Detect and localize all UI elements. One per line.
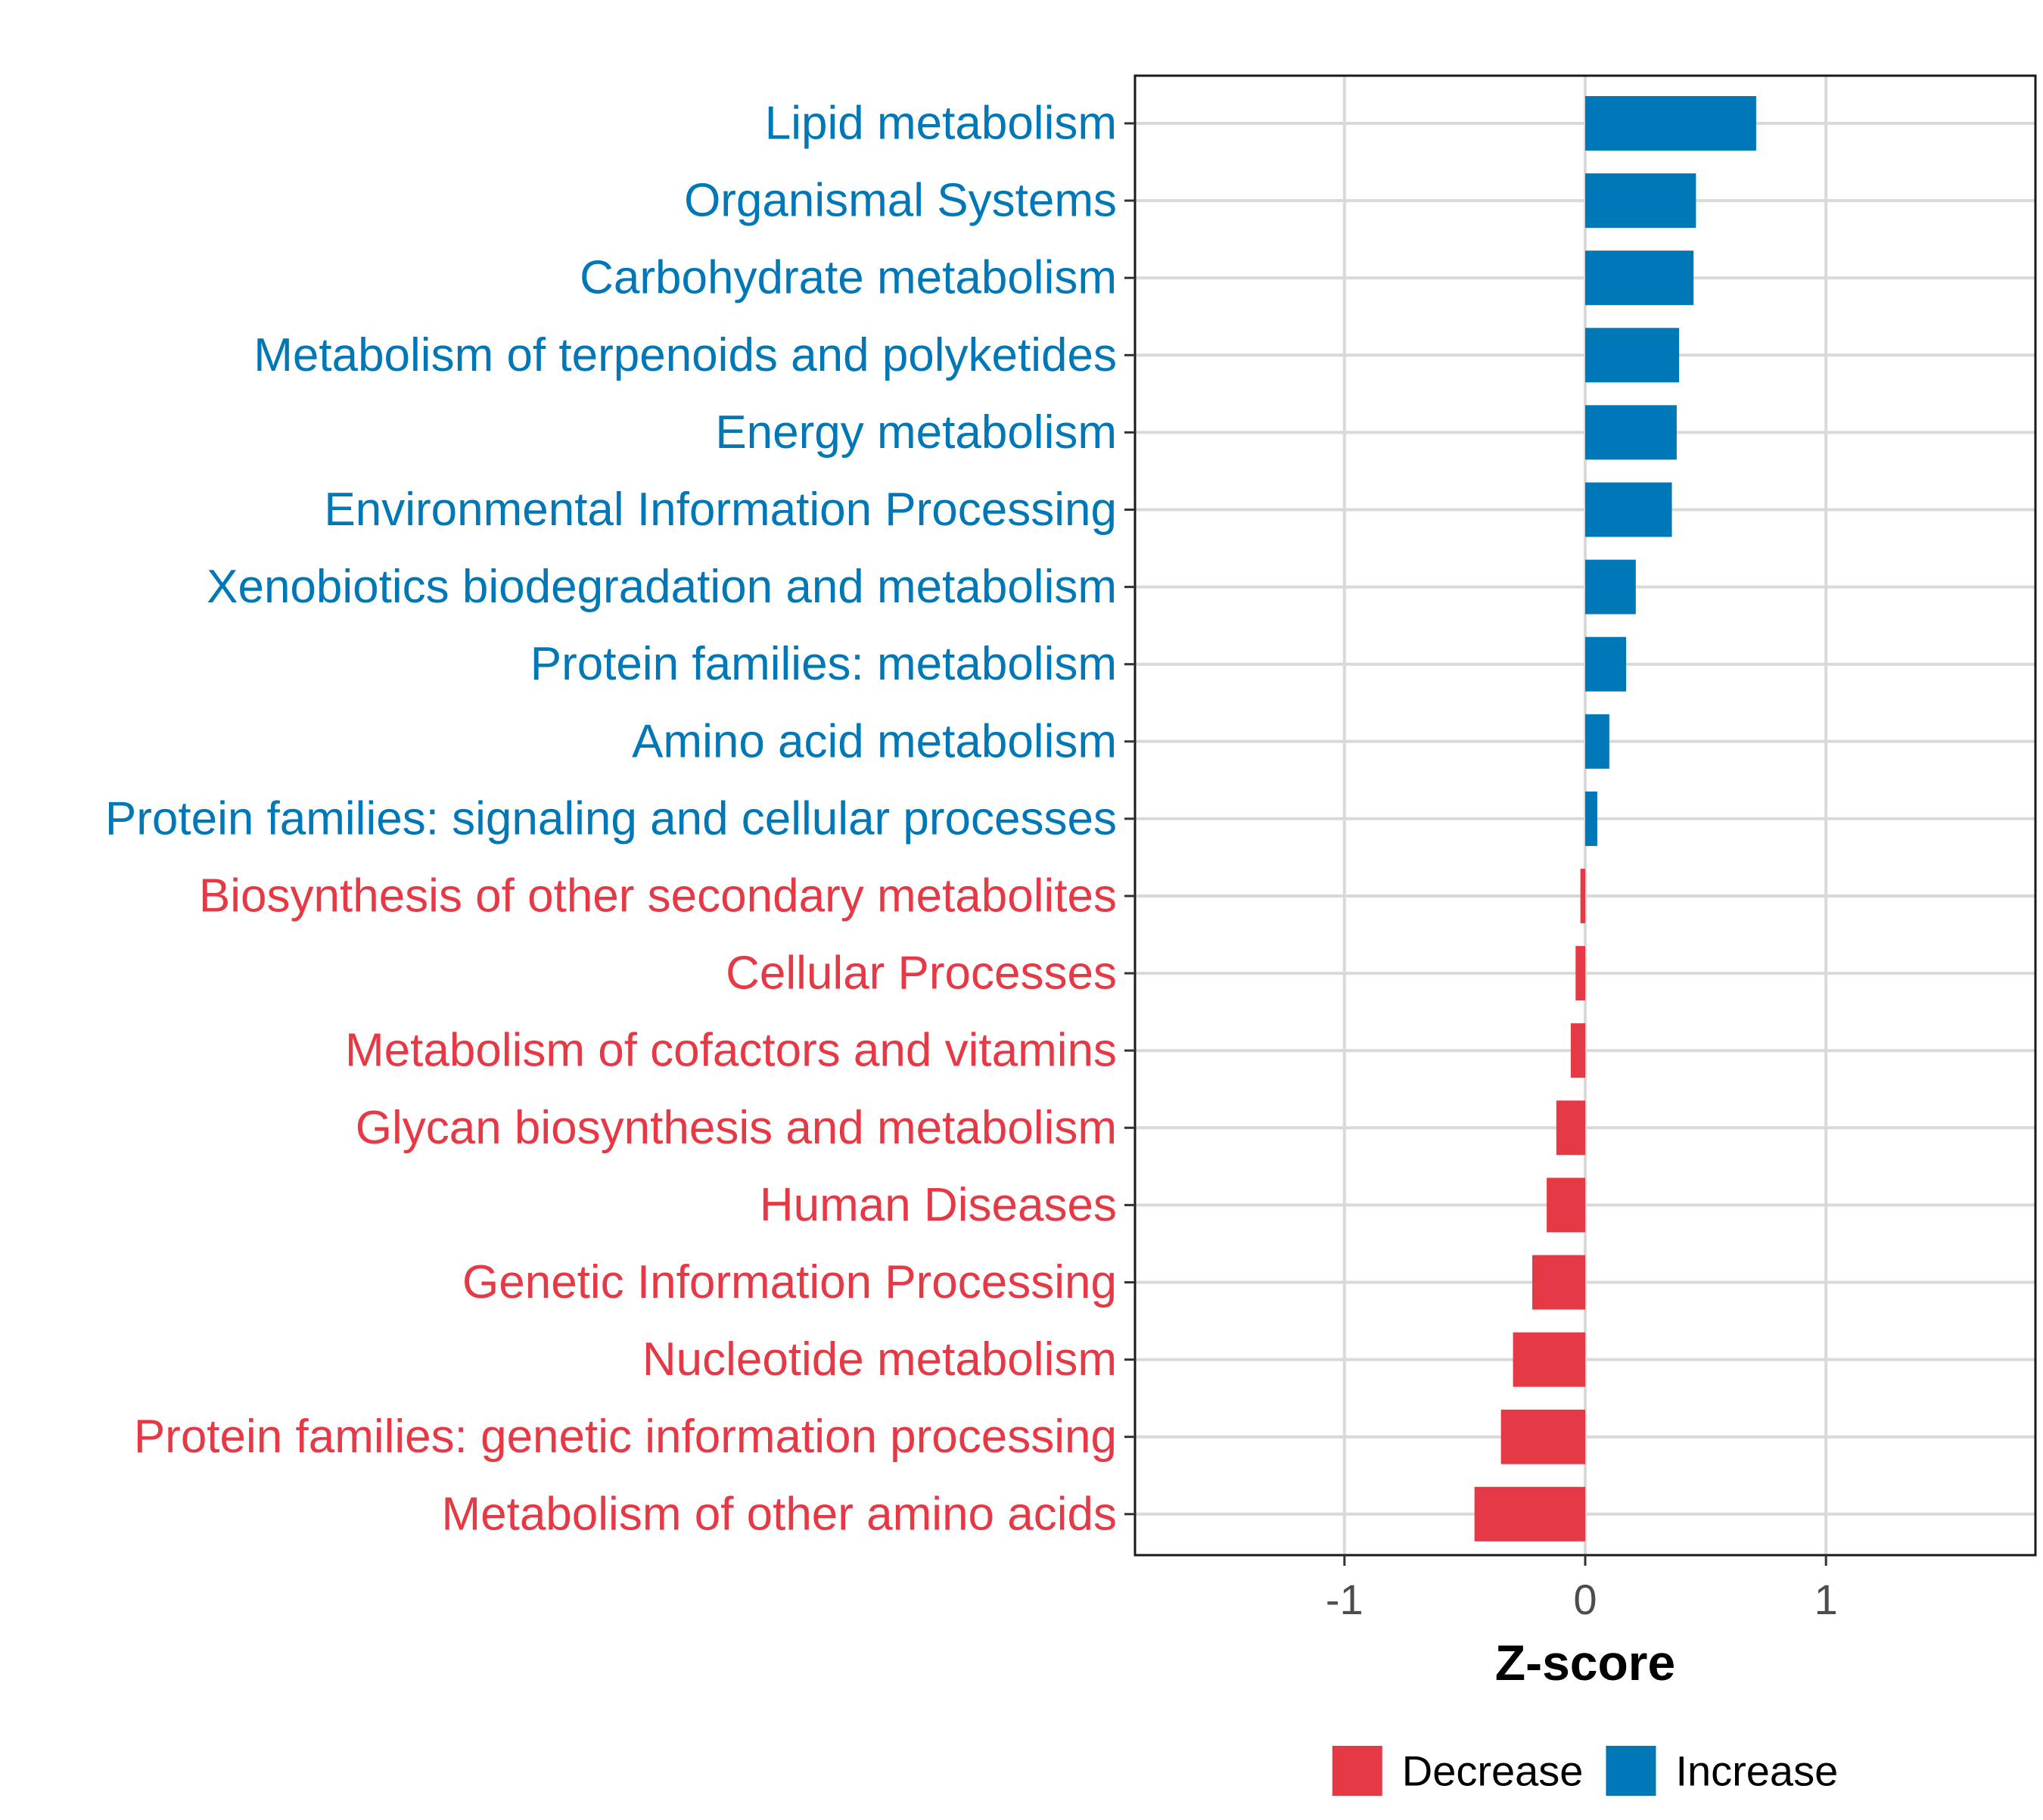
bar xyxy=(1580,869,1585,923)
bar xyxy=(1585,482,1672,537)
bar xyxy=(1585,636,1627,692)
category-label: Protein families: genetic information pr… xyxy=(134,1411,1117,1463)
category-label: Energy metabolism xyxy=(715,406,1117,459)
x-tick-label: 1 xyxy=(1814,1576,1838,1623)
x-tick-label: 0 xyxy=(1573,1576,1597,1623)
category-label: Genetic Information Processing xyxy=(462,1256,1117,1308)
category-label: Human Diseases xyxy=(760,1179,1117,1231)
bar xyxy=(1585,96,1756,151)
legend-swatch-increase xyxy=(1606,1746,1656,1796)
category-label: Protein families: signaling and cellular… xyxy=(105,792,1117,845)
bar xyxy=(1575,946,1585,1001)
bar xyxy=(1585,250,1694,306)
category-label: Glycan biosynthesis and metabolism xyxy=(356,1102,1117,1154)
bar xyxy=(1547,1178,1585,1233)
legend-label-decrease: Decrease xyxy=(1402,1747,1584,1795)
bar xyxy=(1556,1100,1585,1156)
bar xyxy=(1500,1409,1585,1464)
category-label: Metabolism of terpenoids and polyketides xyxy=(253,329,1117,381)
y-axis-ticks xyxy=(1124,122,1135,1516)
category-label: Environmental Information Processing xyxy=(324,484,1117,536)
bar xyxy=(1585,173,1696,229)
x-axis-ticks: -1 0 1 xyxy=(1326,1555,1838,1623)
category-label: Xenobiotics biodegradation and metabolis… xyxy=(207,561,1117,613)
bar xyxy=(1570,1023,1585,1078)
category-label: Nucleotide metabolism xyxy=(642,1333,1117,1386)
x-axis-title: Z-score xyxy=(1495,1635,1675,1691)
bar xyxy=(1585,405,1677,460)
category-label: Metabolism of other amino acids xyxy=(441,1488,1117,1540)
category-label: Lipid metabolism xyxy=(765,98,1117,150)
x-tick-label: -1 xyxy=(1326,1576,1364,1623)
bar xyxy=(1585,328,1680,383)
bar xyxy=(1585,791,1597,846)
category-label: Metabolism of cofactors and vitamins xyxy=(345,1025,1117,1077)
bars xyxy=(1474,96,1756,1542)
category-label: Organismal Systems xyxy=(684,175,1117,227)
legend: Decrease Increase xyxy=(1332,1746,1838,1796)
y-axis-labels: Lipid metabolism Organismal Systems Carboh… xyxy=(105,98,1117,1541)
category-label: Protein families: metabolism xyxy=(530,638,1117,690)
category-label: Carbohydrate metabolism xyxy=(580,252,1117,304)
category-label: Biosynthesis of other secondary metaboli… xyxy=(199,870,1117,922)
bar xyxy=(1585,714,1609,769)
bar xyxy=(1513,1332,1585,1387)
category-label: Cellular Processes xyxy=(726,947,1117,1000)
bar xyxy=(1474,1486,1585,1542)
category-label: Amino acid metabolism xyxy=(632,715,1117,767)
legend-swatch-decrease xyxy=(1332,1746,1382,1796)
bar xyxy=(1585,559,1636,614)
bar xyxy=(1532,1255,1585,1310)
legend-label-increase: Increase xyxy=(1675,1747,1838,1795)
